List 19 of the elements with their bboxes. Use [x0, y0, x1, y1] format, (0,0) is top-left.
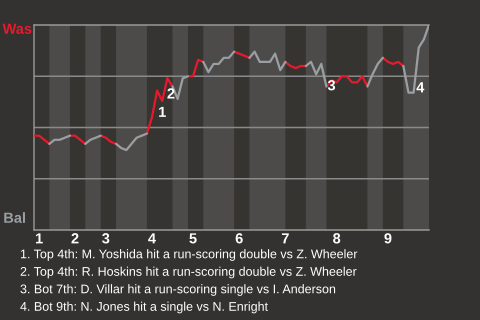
annotation: 3: [328, 80, 336, 90]
text: 2. Top 4th: R. Hoskins hit a run-scoring double vs Z. Wheeler: [20, 266, 357, 278]
text: 3. Bot 7th: D. Villar hit a run-scoring single vs I. Anderson: [20, 284, 336, 296]
x-tick-label: 3: [102, 233, 110, 244]
x-tick-label: 4: [148, 233, 156, 244]
x-tick-label: 8: [333, 233, 340, 244]
text: 1. Top 4th: M. Yoshida hit a run-scoring double vs Z. Wheeler: [20, 249, 358, 261]
x-tick-label: 7: [282, 233, 289, 244]
annotation: 2: [167, 88, 174, 98]
x-tick-label: 1: [36, 233, 43, 244]
text: 4. Bot 9th: N. Jones hit a single vs N. Enright: [20, 302, 268, 314]
text: Was: [2, 24, 32, 34]
x-tick-label: 9: [384, 233, 392, 244]
x-tick-label: 5: [189, 233, 197, 244]
x-tick-label: 2: [71, 233, 79, 244]
x-tick-label: 6: [236, 233, 243, 244]
annotation: 4: [416, 82, 424, 92]
text: Bal: [4, 212, 25, 223]
annotation: 1: [159, 106, 166, 117]
